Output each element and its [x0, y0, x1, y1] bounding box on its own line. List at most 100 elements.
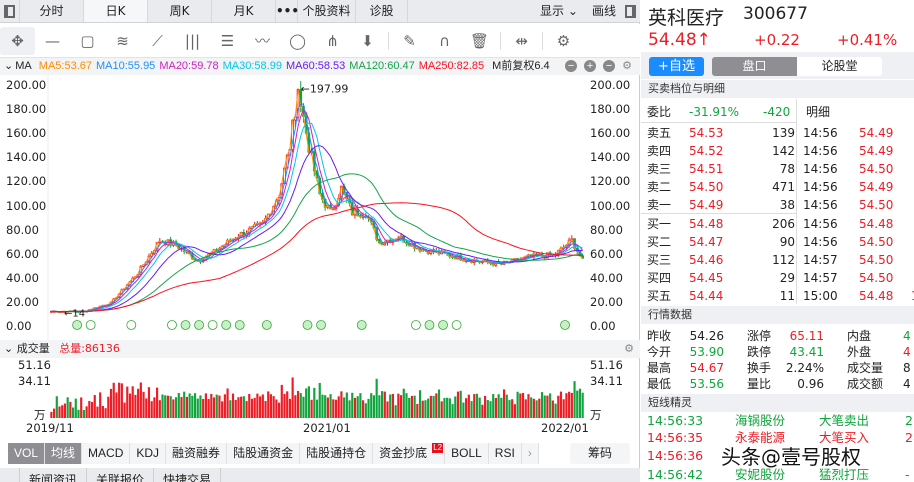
wave-icon[interactable]: 〰	[254, 32, 270, 50]
volume-bar	[107, 396, 110, 418]
tab-macd[interactable]: MACD	[82, 443, 131, 464]
signal-marker[interactable]	[194, 320, 204, 330]
signal-marker[interactable]	[221, 320, 232, 330]
tab-weekly-k[interactable]: 周K	[148, 0, 212, 22]
volume-bar	[576, 390, 579, 418]
tab-news[interactable]: 新闻资讯	[20, 468, 87, 482]
signal-marker[interactable]	[356, 320, 367, 330]
more-tabs-button[interactable]: •••	[276, 0, 299, 22]
tab-daily-k[interactable]: 日K	[84, 0, 148, 22]
spirit-row[interactable]: 14:56:42 安妮股份 猛烈打压 -	[647, 467, 914, 482]
signal-marker[interactable]	[261, 320, 272, 330]
settings-icon[interactable]: ⚙	[556, 31, 571, 50]
tab-diagnosis[interactable]: 诊股	[356, 0, 408, 22]
tab-boll[interactable]: BOLL	[445, 443, 489, 464]
tab-monthly-k[interactable]: 月K	[212, 0, 276, 22]
tab-vol[interactable]: VOL	[8, 443, 46, 464]
ma-line	[51, 173, 583, 312]
spirit-row[interactable]: 14:56:35 永泰能源 大笔买入 282	[647, 430, 914, 445]
zoom-in-icon[interactable]: +	[584, 60, 597, 72]
circle-icon[interactable]: ◯	[289, 31, 306, 50]
volume-chart[interactable]	[0, 358, 640, 420]
volume-bar	[551, 400, 554, 418]
volume-bar	[446, 397, 449, 418]
tab-rsi[interactable]: RSI	[488, 443, 522, 464]
buy-level-row: 买二 54.47 90	[647, 233, 914, 251]
zoom-out-icon[interactable]: −	[565, 60, 578, 72]
chips-button[interactable]: 筹码	[570, 443, 630, 464]
tab-quick-trade[interactable]: 快捷交易	[154, 468, 221, 482]
signal-marker[interactable]	[560, 320, 570, 330]
eraser-icon[interactable]: ✎	[403, 31, 416, 50]
vol-axis-label: 万	[34, 408, 46, 422]
signal-marker[interactable]	[72, 320, 83, 330]
trash-icon[interactable]: 🗑	[469, 31, 490, 50]
price-axis-label: 100.00	[590, 198, 631, 213]
panel-icon[interactable]	[0, 468, 20, 482]
fan-icon[interactable]: ≋	[116, 31, 129, 50]
volume-bar	[502, 389, 506, 418]
line-icon[interactable]: —	[45, 31, 60, 50]
volume-bar	[454, 396, 457, 418]
display-dropdown[interactable]: 显示 ⌄	[530, 0, 588, 22]
volume-bar	[164, 395, 167, 418]
collapse-chevron-icon[interactable]: ⌄	[4, 342, 14, 355]
spirit-row[interactable]: 14:56:33 海锅股份 大笔卖出 2	[647, 413, 914, 428]
signal-marker[interactable]	[167, 320, 177, 330]
tab-stock-profile[interactable]: 个股资料	[298, 0, 356, 22]
add-watchlist-button[interactable]: +自选	[649, 57, 704, 76]
tab-northbound-holdings[interactable]: 陆股通持仓	[300, 443, 374, 464]
signal-marker[interactable]	[424, 320, 435, 330]
chevron-right-icon[interactable]: ›	[521, 443, 539, 464]
tab-related-quotes[interactable]: 关联报价	[87, 468, 154, 482]
signal-marker[interactable]	[85, 320, 96, 330]
draw-button[interactable]: 画线	[591, 4, 616, 18]
tick-time: 14:56	[803, 180, 838, 194]
rectangle-icon[interactable]: ▢	[80, 31, 95, 50]
buy-level-row: 买四 54.45 29	[647, 269, 914, 287]
magnet-icon[interactable]: ∩	[439, 31, 450, 50]
tab-order-book[interactable]: 盘口	[712, 57, 797, 76]
signal-marker[interactable]	[126, 320, 137, 330]
text-icon[interactable]: ☰	[220, 31, 235, 50]
segment-icon[interactable]: ⟋	[152, 31, 163, 50]
parallel-lines-icon[interactable]: |||	[184, 31, 201, 50]
quote-label: 昨收	[647, 329, 672, 343]
tab-ma[interactable]: 均线	[45, 443, 83, 464]
signal-marker[interactable]	[302, 320, 313, 330]
volume-bar	[286, 391, 289, 418]
panel-toggle-button[interactable]	[620, 0, 640, 22]
volume-bar	[375, 378, 378, 418]
tab-intraday[interactable]: 分时	[20, 0, 84, 22]
candlestick-chart[interactable]: ←197.99 ←14	[0, 75, 640, 340]
gear-icon[interactable]: ⚙	[622, 60, 632, 72]
minus-icon[interactable]: −	[603, 60, 616, 72]
signal-marker[interactable]	[411, 320, 421, 330]
level-volume: 38	[779, 198, 795, 212]
split-icon[interactable]: ⇹	[515, 31, 528, 50]
signal-marker[interactable]	[234, 320, 245, 330]
tab-kdj[interactable]: KDJ	[130, 443, 167, 464]
signal-marker[interactable]	[180, 320, 191, 330]
collapse-chevron-icon[interactable]: ⌄	[4, 60, 14, 72]
signal-marker[interactable]	[316, 320, 326, 330]
tick-price: 54.50	[859, 253, 894, 267]
tab-margin[interactable]: 融资融券	[166, 443, 228, 464]
tab-bottom-fishing[interactable]: 资金抄底 L2	[373, 443, 446, 464]
adjust-label[interactable]: M前复权6.4	[492, 60, 550, 72]
gear-icon[interactable]: ⚙	[624, 342, 634, 355]
volume-bar	[99, 392, 102, 418]
volume-bar	[321, 394, 324, 418]
sidebar-toggle-button[interactable]	[0, 0, 20, 22]
signal-marker[interactable]	[451, 320, 462, 330]
section-header: 行情数据	[641, 306, 914, 324]
tab-northbound-flow[interactable]: 陆股通资金	[227, 443, 301, 464]
spirit-row[interactable]: 14:56:36	[647, 448, 914, 463]
signal-marker[interactable]	[438, 320, 448, 330]
volume-bar	[440, 401, 443, 418]
arrow-down-icon[interactable]: ⬇	[361, 31, 374, 50]
signal-marker[interactable]	[207, 320, 218, 330]
tab-forum[interactable]: 论股堂	[797, 57, 882, 76]
crosshair-move-icon[interactable]: ✥	[0, 26, 35, 55]
fork-icon[interactable]: ⋔	[326, 31, 339, 50]
